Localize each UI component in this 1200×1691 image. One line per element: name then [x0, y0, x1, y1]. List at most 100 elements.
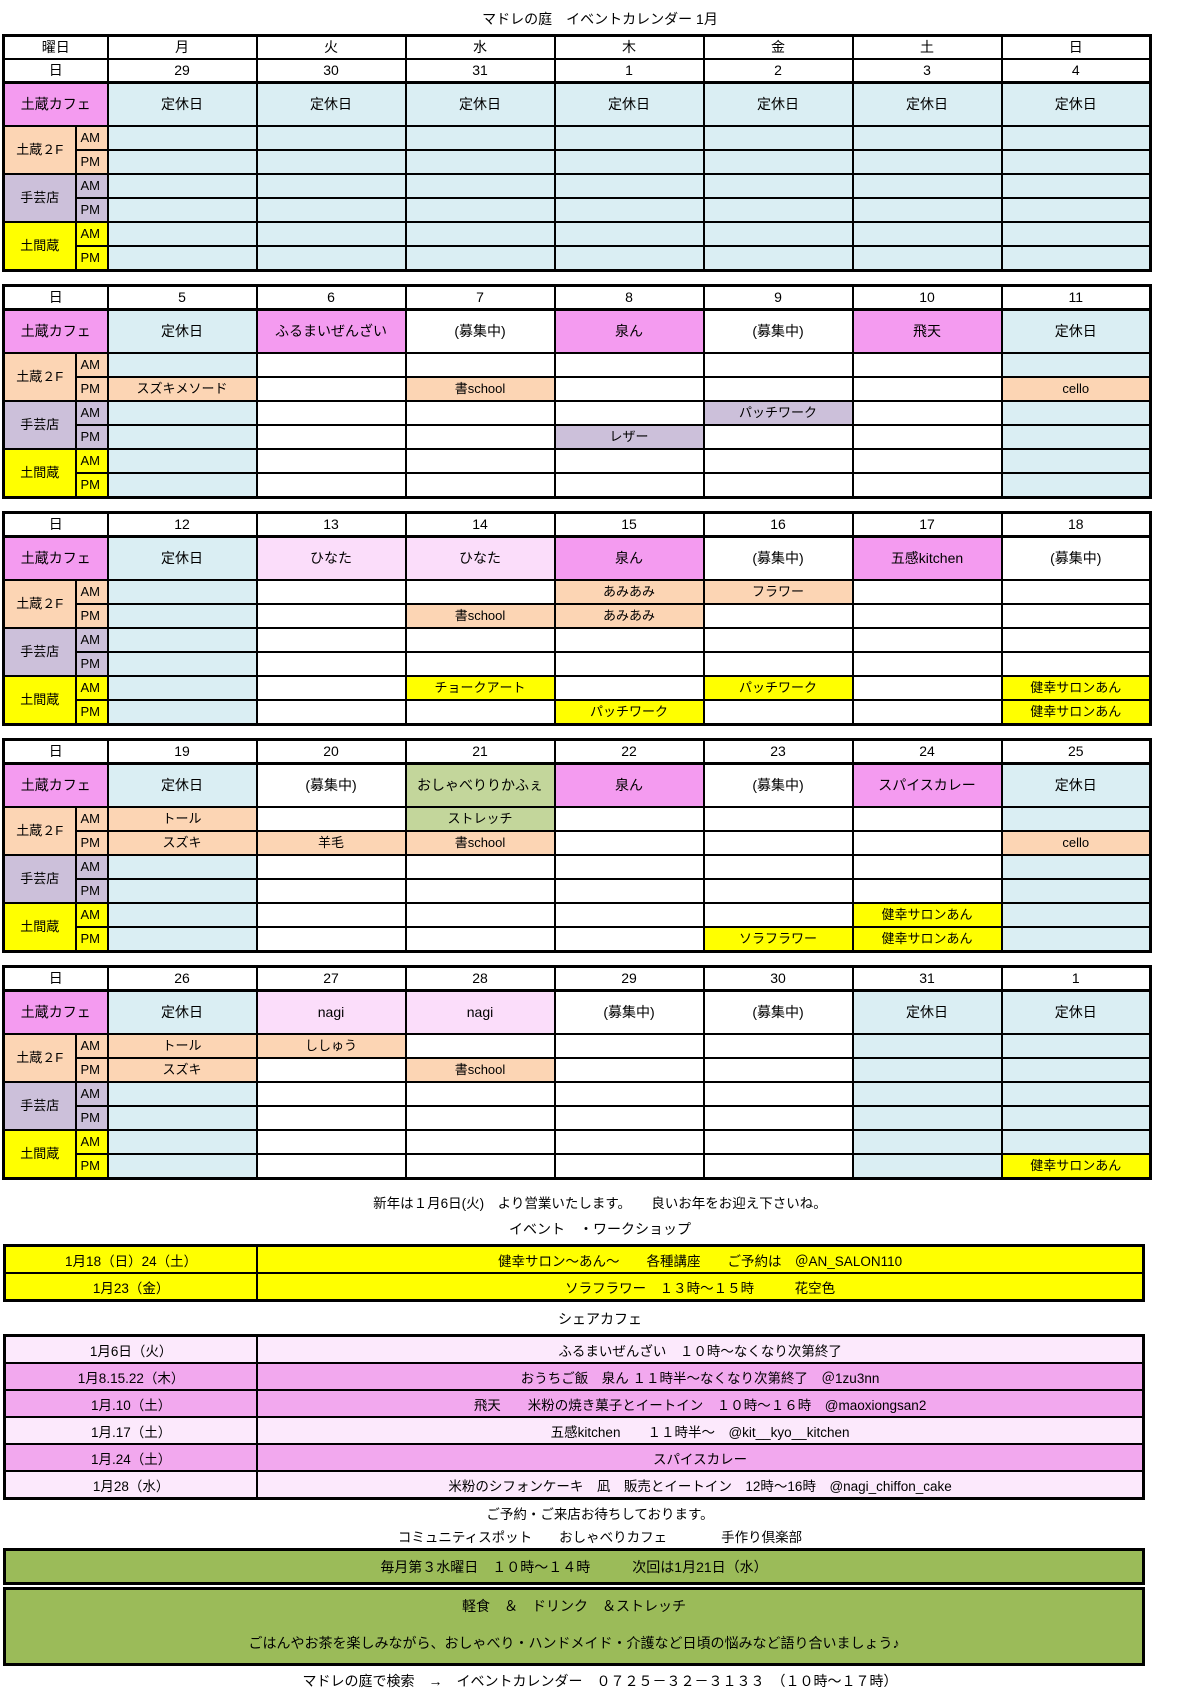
event-cell: パッチワーク	[702, 400, 854, 426]
event-cell: 書school	[404, 376, 556, 402]
cafe-event-cell: 定休日	[1000, 989, 1152, 1035]
event-cell	[404, 221, 556, 247]
event-cell: スズキ	[106, 1057, 258, 1083]
event-cell	[702, 221, 854, 247]
community-bar-1: 毎月第３水曜日 １０時～１４時 次回は1月21日（水）	[3, 1548, 1145, 1585]
event-cell	[851, 1081, 1003, 1107]
date-cell: 21	[404, 738, 556, 765]
event-cell	[553, 376, 705, 402]
venue-label-cafe: 土蔵カフェ	[2, 762, 109, 808]
cafe-event-cell: (募集中)	[702, 535, 854, 581]
event-cell	[553, 675, 705, 701]
community-bar-2-line2: ごはんやお茶を楽しみながら、おしゃべり・ハンドメイド・介護など日頃の悩みなど語り…	[248, 1635, 900, 1651]
event-desc-cell: おうちご飯 泉ん １１時半～なくなり次第終了 ＠1zu3nn	[256, 1362, 1145, 1391]
event-cell	[702, 1105, 854, 1131]
event-cell	[106, 1081, 258, 1107]
event-cell	[106, 627, 258, 653]
event-cell	[702, 854, 854, 880]
event-cell	[553, 1033, 705, 1059]
venue-label-shugei: 手芸店	[2, 854, 77, 904]
event-cell: 健幸サロンあん	[851, 926, 1003, 953]
event-cell	[1000, 651, 1152, 677]
event-cell	[404, 245, 556, 272]
event-cell	[553, 1057, 705, 1083]
event-cell	[255, 448, 407, 474]
venue-label-cafe: 土蔵カフェ	[2, 989, 109, 1035]
event-cell: スズキ	[106, 830, 258, 856]
event-cell	[1000, 197, 1152, 223]
event-cell	[851, 197, 1003, 223]
venue-label-shugei: 手芸店	[2, 627, 77, 677]
event-cell	[553, 830, 705, 856]
event-cell	[851, 579, 1003, 605]
event-cell	[1000, 448, 1152, 474]
venue-label-doma: 土間蔵	[2, 221, 77, 272]
cafe-event-cell: スパイスカレー	[851, 762, 1003, 808]
event-cell	[1000, 603, 1152, 629]
event-cell: 健幸サロンあん	[851, 902, 1003, 928]
date-cell: 28	[404, 965, 556, 992]
date-cell: 23	[702, 738, 854, 765]
event-cell	[702, 1057, 854, 1083]
cafe-event-cell: ひなた	[404, 535, 556, 581]
reservation-note: ご予約・ご来店お待ちしております。	[486, 1507, 714, 1522]
date-cell: 1	[1000, 965, 1152, 992]
date-cell: 18	[1000, 511, 1152, 538]
event-cell	[255, 1057, 407, 1083]
event-cell	[702, 424, 854, 450]
event-cell	[255, 197, 407, 223]
event-cell	[851, 603, 1003, 629]
event-cell	[255, 699, 407, 726]
event-cell	[404, 352, 556, 378]
event-cell	[702, 472, 854, 499]
event-cell	[851, 806, 1003, 832]
event-cell	[1000, 926, 1152, 953]
weekday-cell: 木	[553, 34, 705, 60]
event-cell: ストレッチ	[404, 806, 556, 832]
community-bar-2-line1: 軽食 ＆ ドリンク ＆ストレッチ	[462, 1598, 686, 1614]
event-cell	[851, 1105, 1003, 1131]
event-cell	[106, 1129, 258, 1155]
event-cell	[553, 1153, 705, 1180]
date-cell: 14	[404, 511, 556, 538]
event-desc-cell: ソラフラワー １３時～１５時 花空色	[256, 1272, 1145, 1302]
event-cell	[106, 149, 258, 175]
event-cell	[553, 472, 705, 499]
weekday-cell: 火	[255, 34, 407, 60]
week-block-3: 日 12 13 14 15 16 17 18 土蔵カフェ 定休日 ひなた ひなた 泉ん (募集中) 五感ki…	[2, 511, 1152, 726]
event-cell: チョークアート	[404, 675, 556, 701]
page-title: マドレの庭 イベントカレンダー 1月	[482, 11, 718, 27]
event-cell	[851, 854, 1003, 880]
date-cell: 5	[106, 284, 258, 311]
event-cell	[255, 579, 407, 605]
event-cell	[553, 854, 705, 880]
event-cell	[702, 830, 854, 856]
event-cell	[702, 902, 854, 928]
event-cell	[553, 448, 705, 474]
event-cell: 健幸サロンあん	[1000, 699, 1152, 726]
venue-label-doma: 土間蔵	[2, 902, 77, 953]
event-cell	[106, 424, 258, 450]
event-cell: 書school	[404, 603, 556, 629]
event-cell	[106, 902, 258, 928]
date-cell: 31	[851, 965, 1003, 992]
event-cell	[702, 603, 854, 629]
event-cell: トール	[106, 806, 258, 832]
event-cell	[404, 854, 556, 880]
event-cell	[106, 352, 258, 378]
event-cell	[255, 926, 407, 953]
share-cafe-heading: シェアカフェ	[558, 1311, 642, 1327]
event-cell	[1000, 1129, 1152, 1155]
date-header-label: 日	[2, 738, 109, 765]
event-cell	[1000, 221, 1152, 247]
event-cell	[404, 1033, 556, 1059]
event-cell	[1000, 125, 1152, 151]
event-cell	[106, 448, 258, 474]
date-cell: 26	[106, 965, 258, 992]
venue-label-shugei: 手芸店	[2, 173, 77, 223]
date-cell: 3	[851, 58, 1003, 84]
event-cell: ししゅう	[255, 1033, 407, 1059]
event-cell	[255, 878, 407, 904]
date-cell: 4	[1000, 58, 1152, 84]
event-cell	[702, 245, 854, 272]
